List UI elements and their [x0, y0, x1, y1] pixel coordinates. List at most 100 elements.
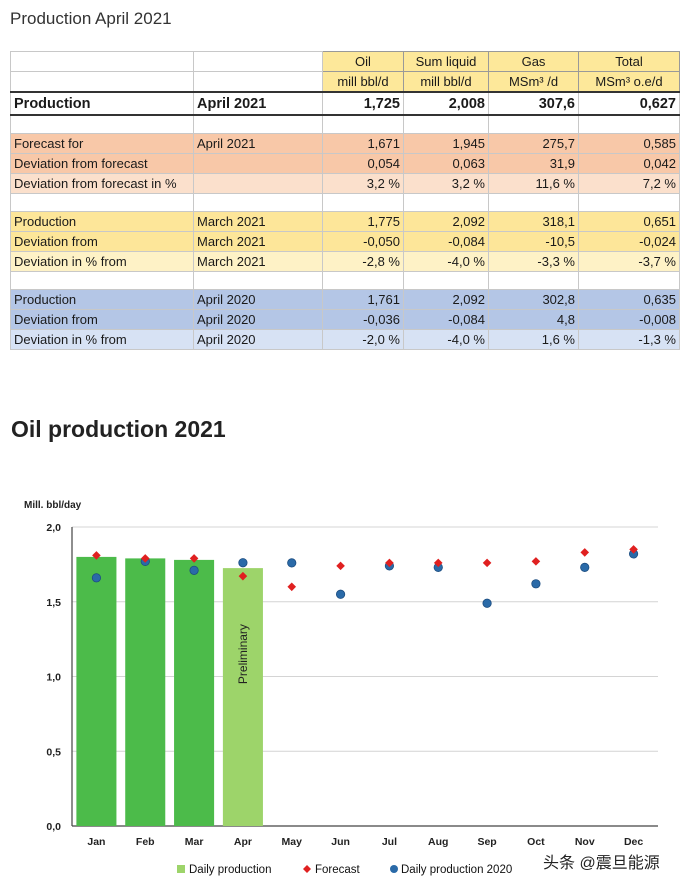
row-label: Production	[10, 211, 194, 232]
cell-oil: 1,775	[322, 211, 404, 232]
cell-sum-liquid: -4,0 %	[403, 329, 489, 350]
forecast-point-may	[287, 582, 297, 592]
cell-sum-liquid: 2,008	[403, 91, 489, 116]
point-2020-nov	[580, 562, 590, 572]
table-row: Production April 2021 1,725 2,008 307,6 …	[10, 91, 680, 116]
forecast-point-jan	[92, 551, 101, 560]
row-period: April 2020	[193, 329, 323, 350]
cell-sum-liquid: -0,084	[403, 309, 489, 330]
point-2020-apr	[238, 558, 248, 568]
y-tick-label: 2,0	[46, 522, 61, 534]
x-tick-label: Sep	[477, 836, 496, 848]
legend-label-forecast: Forecast	[315, 864, 361, 876]
col-unit-sum-liquid: mill bbl/d	[403, 71, 489, 93]
row-label: Production	[10, 91, 194, 116]
row-label: Deviation from forecast	[10, 153, 194, 174]
cell-gas: 4,8	[488, 309, 579, 330]
col-unit-gas: MSm³ /d	[488, 71, 579, 93]
forecast-point-apr	[238, 571, 248, 581]
row-period: April 2020	[193, 309, 323, 330]
cell-gas: -10,5	[488, 231, 579, 252]
cell-sum-liquid: 2,092	[403, 211, 489, 232]
cell-oil: 1,725	[322, 91, 404, 116]
row-period: March 2021	[193, 211, 323, 232]
row-period: April 2020	[193, 289, 323, 310]
row-period: March 2021	[193, 231, 323, 252]
cell-gas: 302,8	[488, 289, 579, 310]
x-tick-label: Nov	[575, 836, 595, 848]
cell-sum-liquid: 2,092	[403, 289, 489, 310]
oil-production-chart: Mill. bbl/day 0,0 0,5 1,0 1,5 2,0 Preliminar…	[24, 500, 658, 876]
cell-gas: 1,6 %	[488, 329, 579, 350]
col-header-gas: Gas	[488, 51, 579, 72]
legend-label-2020: Daily production 2020	[401, 864, 512, 876]
col-header-total: Total	[578, 51, 680, 72]
col-unit-total: MSm³ o.e/d	[578, 71, 680, 93]
production-table: Oil Sum liquid Gas Total mill bbl/d mill…	[10, 51, 680, 350]
cell-total: -1,3 %	[578, 329, 680, 350]
col-header-oil: Oil	[322, 51, 404, 72]
legend-swatch-forecast	[303, 865, 311, 873]
cell-total: -0,008	[578, 309, 680, 330]
forecast-point-feb	[140, 554, 150, 563]
forecast-point-dec	[629, 545, 638, 554]
x-tick-label: Oct	[527, 836, 545, 848]
x-tick-label: Jun	[331, 836, 350, 848]
x-tick-label: Aug	[428, 836, 448, 848]
cell-total: 7,2 %	[578, 173, 680, 194]
row-label: Deviation in % from	[10, 329, 194, 350]
x-tick-label: May	[282, 836, 303, 848]
row-period	[193, 153, 323, 174]
cell-total: 0,651	[578, 211, 680, 232]
cell-gas: 31,9	[488, 153, 579, 174]
cell-gas: -3,3 %	[488, 251, 579, 272]
cell-oil: 3,2 %	[322, 173, 404, 194]
y-tick-label: 0,0	[46, 821, 61, 833]
table-row: Deviation in % from April 2020 -2,0 % -4…	[10, 329, 680, 350]
point-2020-jun	[335, 589, 346, 599]
cell-gas: 11,6 %	[488, 173, 579, 194]
y-tick-label: 1,0	[46, 672, 61, 684]
table-row: Deviation in % from March 2021 -2,8 % -4…	[10, 251, 680, 272]
cell-total: 0,635	[578, 289, 680, 310]
cell-total: 0,042	[578, 153, 680, 174]
point-2020-oct	[531, 579, 541, 589]
row-period: March 2021	[193, 251, 323, 272]
bar-mar	[174, 559, 215, 826]
cell-gas: 307,6	[488, 91, 579, 116]
forecast-point-jun	[336, 561, 345, 571]
forecast-point-mar	[189, 554, 199, 563]
bar-apr	[222, 568, 263, 826]
bar-feb	[125, 558, 166, 826]
cell-oil: 0,054	[322, 153, 404, 174]
row-label: Deviation from	[10, 231, 194, 252]
preliminary-label: Preliminary	[236, 624, 250, 684]
legend-swatch-daily	[177, 865, 185, 873]
x-tick-label: Apr	[234, 836, 252, 848]
point-2020-sep	[482, 598, 492, 608]
cell-oil: -2,0 %	[322, 329, 404, 350]
chart-heading: Oil production 2021	[11, 416, 226, 442]
table-row: Production April 2020 1,761 2,092 302,8 …	[10, 289, 680, 310]
cell-total: -3,7 %	[578, 251, 680, 272]
x-tick-label: Jul	[382, 836, 397, 848]
cell-oil: 1,671	[322, 133, 404, 154]
watermark: 头条 @震旦能源	[543, 855, 660, 872]
row-label: Deviation in % from	[10, 251, 194, 272]
row-period	[193, 173, 323, 194]
row-label: Forecast for	[10, 133, 194, 154]
cell-sum-liquid: 0,063	[403, 153, 489, 174]
cell-oil: -0,036	[322, 309, 404, 330]
cell-oil: 1,761	[322, 289, 404, 310]
y-axis-title: Mill. bbl/day	[24, 500, 82, 511]
point-2020-may	[287, 558, 297, 568]
legend-swatch-2020	[390, 865, 398, 873]
legend-label-daily: Daily production	[189, 864, 271, 876]
cell-gas: 318,1	[488, 211, 579, 232]
point-2020-mar	[189, 565, 199, 575]
cell-sum-liquid: -4,0 %	[403, 251, 489, 272]
col-header-sum-liquid: Sum liquid	[403, 51, 489, 72]
cell-total: 0,585	[578, 133, 680, 154]
cell-total: -0,024	[578, 231, 680, 252]
forecast-point-sep	[482, 558, 492, 568]
